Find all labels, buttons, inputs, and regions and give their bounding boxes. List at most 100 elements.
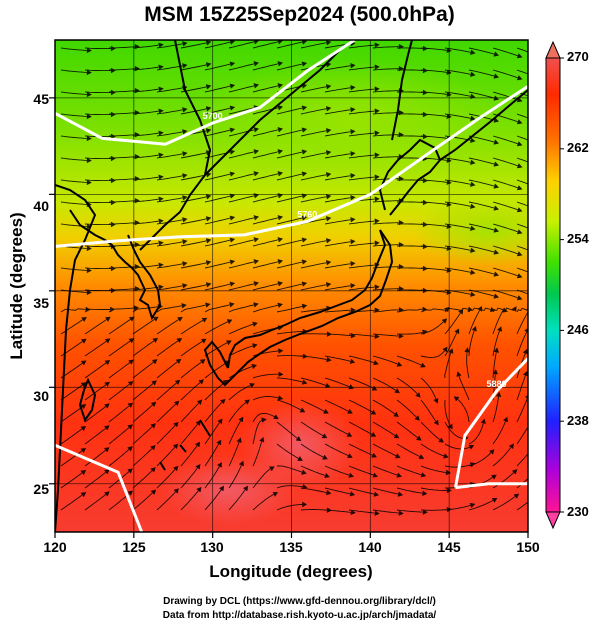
streamline-arrow [229, 259, 236, 265]
streamline [324, 377, 350, 388]
streamline [252, 441, 263, 467]
streamline-arrow [446, 223, 452, 229]
streamline-arrow [86, 179, 92, 186]
streamline [324, 421, 349, 435]
streamline [228, 261, 255, 269]
streamline [492, 179, 518, 189]
coast-korea [69, 209, 162, 321]
streamline-arrow [181, 303, 187, 309]
streamline-arrow [415, 392, 421, 398]
streamline [132, 220, 159, 225]
streamline-arrow [350, 173, 356, 179]
y-tick-label: 45 [33, 91, 49, 107]
streamline-arrow [397, 491, 404, 497]
streamline-arrow [446, 267, 452, 273]
streamline [228, 420, 242, 445]
streamline-arrow [446, 179, 452, 185]
streamline-arrow [524, 328, 528, 333]
streamline-arrow [205, 128, 212, 134]
streamline-arrow [325, 84, 332, 90]
streamline [516, 245, 528, 251]
streamline [252, 63, 279, 71]
streamline [324, 443, 349, 457]
streamline-arrow [253, 302, 259, 308]
streamline [252, 85, 279, 93]
streamline-arrow [110, 177, 116, 184]
streamline [204, 321, 229, 335]
streamline [109, 200, 136, 203]
streamline [180, 174, 207, 181]
streamline [109, 46, 136, 49]
streamline [468, 157, 495, 165]
coast-taiwan [78, 377, 97, 423]
streamline-arrow [150, 423, 156, 429]
streamline [276, 485, 303, 489]
streamline [156, 175, 183, 181]
streamline [228, 345, 254, 357]
streamline-arrow [110, 45, 116, 52]
streamline [396, 308, 423, 313]
streamline-arrow [325, 260, 332, 266]
streamline [180, 152, 207, 159]
streamline-arrow [374, 86, 380, 92]
streamline [132, 154, 159, 159]
streamline-arrow [350, 63, 356, 69]
streamline [156, 219, 183, 225]
streamline-arrow [394, 388, 400, 394]
streamline [276, 129, 303, 137]
streamline-arrow [253, 149, 259, 155]
streamline-arrow [445, 469, 452, 476]
streamline-arrow [458, 309, 464, 315]
streamline-arrow [480, 418, 486, 424]
streamline-arrow [86, 47, 92, 54]
streamline [372, 222, 399, 225]
streamline-arrow [86, 245, 92, 252]
streamline-arrow [110, 155, 116, 162]
streamline-arrow [86, 113, 92, 120]
streamline-arrow [536, 307, 541, 311]
streamline-arrow [182, 261, 188, 267]
streamline [468, 47, 495, 55]
streamline-arrow [469, 502, 476, 508]
streamline [372, 355, 398, 365]
streamline-arrow [273, 414, 279, 420]
streamline-arrow [173, 443, 179, 449]
streamline [156, 361, 178, 379]
streamline-arrow [325, 172, 332, 178]
streamline-arrow [346, 432, 353, 437]
streamline [372, 443, 397, 457]
streamline [492, 157, 518, 167]
streamline [397, 113, 424, 115]
streamline [180, 304, 206, 313]
streamline-arrow [277, 237, 283, 243]
streamline [109, 178, 136, 181]
streamline-arrow [174, 400, 180, 406]
streamline-arrow [477, 305, 483, 312]
streamline-arrow [372, 472, 378, 478]
streamline [372, 288, 399, 291]
x-tick-label: 135 [279, 539, 303, 555]
streamline [324, 109, 351, 115]
streamline-arrow [470, 269, 476, 275]
streamline [372, 112, 399, 115]
streamline [324, 509, 351, 513]
contour-line [55, 40, 356, 146]
streamline [276, 195, 303, 203]
streamline [300, 509, 328, 511]
streamline [60, 406, 83, 423]
streamline [204, 107, 231, 115]
streamline-arrow [272, 491, 279, 497]
streamline [492, 472, 515, 489]
streamline-arrow [217, 462, 222, 468]
streamline-arrow [110, 89, 116, 96]
streamline [372, 509, 399, 514]
streamline-arrow [220, 398, 226, 404]
coast-china [55, 184, 97, 532]
streamline [252, 419, 263, 445]
streamline [108, 362, 131, 379]
streamline [420, 223, 447, 227]
streamline [156, 382, 177, 401]
streamline-arrow [393, 412, 399, 417]
streamline [156, 403, 177, 423]
wind-streamlines [60, 40, 541, 516]
